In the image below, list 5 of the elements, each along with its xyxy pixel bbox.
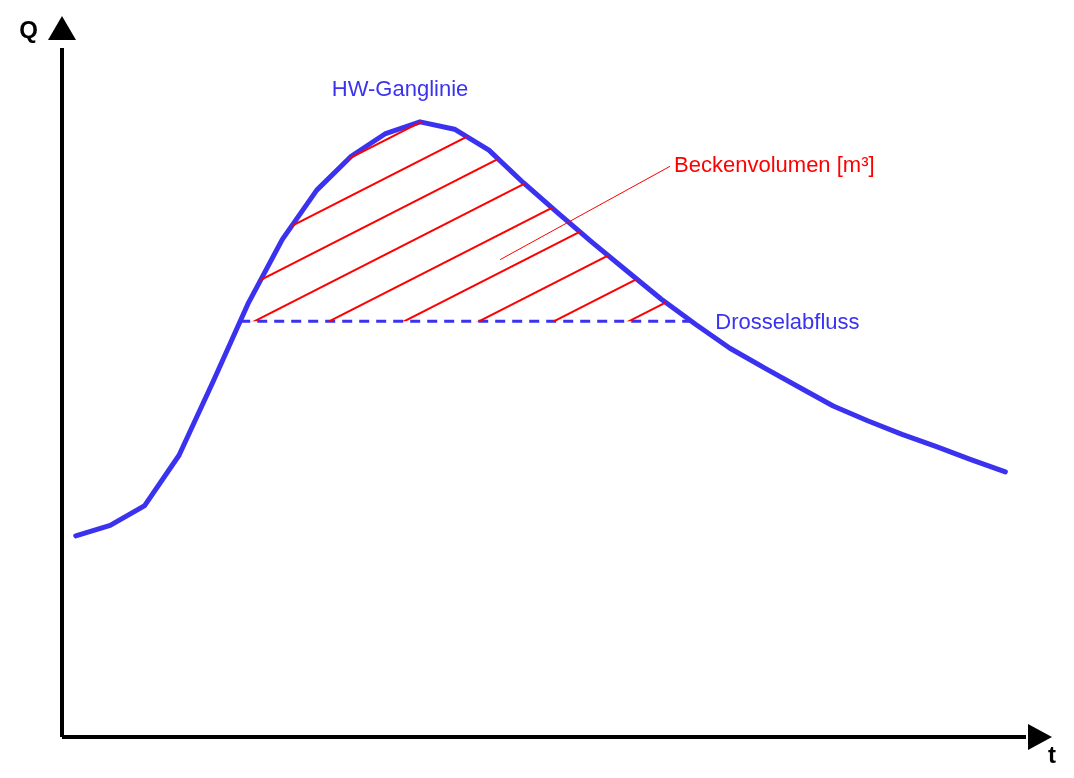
ref-line-label: Drosselabfluss bbox=[715, 309, 860, 335]
series-label: HW-Ganglinie bbox=[331, 75, 469, 101]
x-axis-title: t bbox=[1048, 741, 1056, 768]
y-axis-title: Q bbox=[19, 16, 38, 43]
annotation: Beckenvolumen [m³] bbox=[674, 152, 875, 178]
